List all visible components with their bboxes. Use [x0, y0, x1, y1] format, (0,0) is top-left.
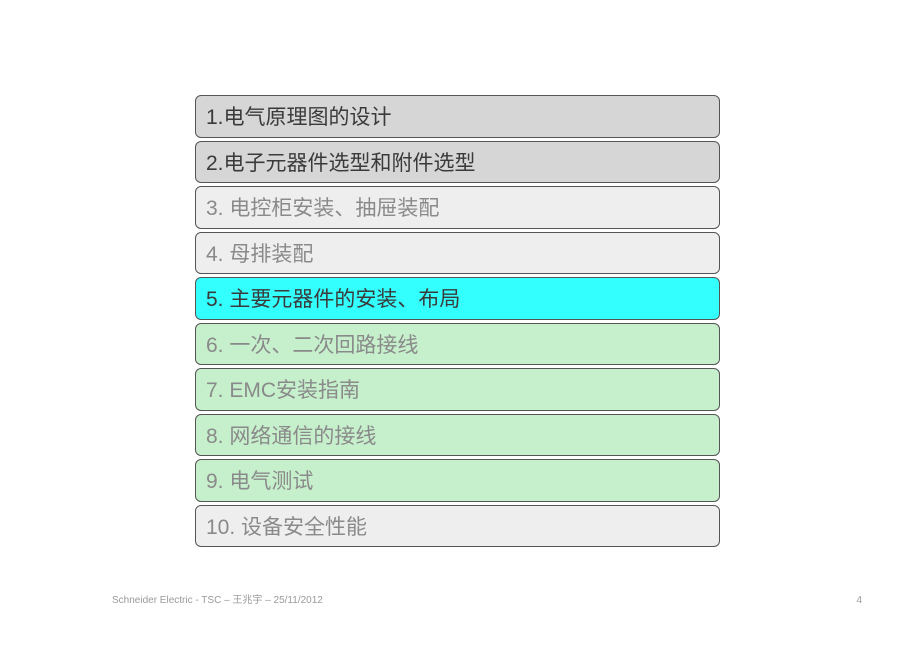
toc-item-6: 6. 一次、二次回路接线 — [195, 323, 720, 366]
toc-item-7: 7. EMC安装指南 — [195, 368, 720, 411]
toc-item-2: 2.电子元器件选型和附件选型 — [195, 141, 720, 184]
toc-item-10: 10. 设备安全性能 — [195, 505, 720, 548]
toc-item-9: 9. 电气测试 — [195, 459, 720, 502]
toc-list: 1.电气原理图的设计 2.电子元器件选型和附件选型 3. 电控柜安装、抽屉装配 … — [195, 95, 720, 550]
toc-item-5: 5. 主要元器件的安装、布局 — [195, 277, 720, 320]
slide: 1.电气原理图的设计 2.电子元器件选型和附件选型 3. 电控柜安装、抽屉装配 … — [0, 0, 920, 651]
page-number: 4 — [856, 595, 862, 606]
toc-item-4: 4. 母排装配 — [195, 232, 720, 275]
toc-item-1: 1.电气原理图的设计 — [195, 95, 720, 138]
toc-item-8: 8. 网络通信的接线 — [195, 414, 720, 457]
toc-item-3: 3. 电控柜安装、抽屉装配 — [195, 186, 720, 229]
footer-text: Schneider Electric - TSC – 王兆宇 – 25/11/2… — [112, 591, 323, 606]
